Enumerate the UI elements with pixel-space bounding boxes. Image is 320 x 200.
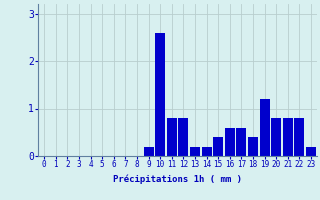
Bar xyxy=(306,146,316,156)
Bar xyxy=(225,128,235,156)
Bar xyxy=(248,137,258,156)
Bar xyxy=(236,128,246,156)
Bar xyxy=(144,146,154,156)
X-axis label: Précipitations 1h ( mm ): Précipitations 1h ( mm ) xyxy=(113,175,242,184)
Bar xyxy=(190,146,200,156)
Bar xyxy=(179,118,188,156)
Bar xyxy=(294,118,304,156)
Bar xyxy=(155,32,165,156)
Bar xyxy=(260,99,269,156)
Bar xyxy=(213,137,223,156)
Bar xyxy=(202,146,212,156)
Bar xyxy=(167,118,177,156)
Bar xyxy=(271,118,281,156)
Bar xyxy=(283,118,293,156)
